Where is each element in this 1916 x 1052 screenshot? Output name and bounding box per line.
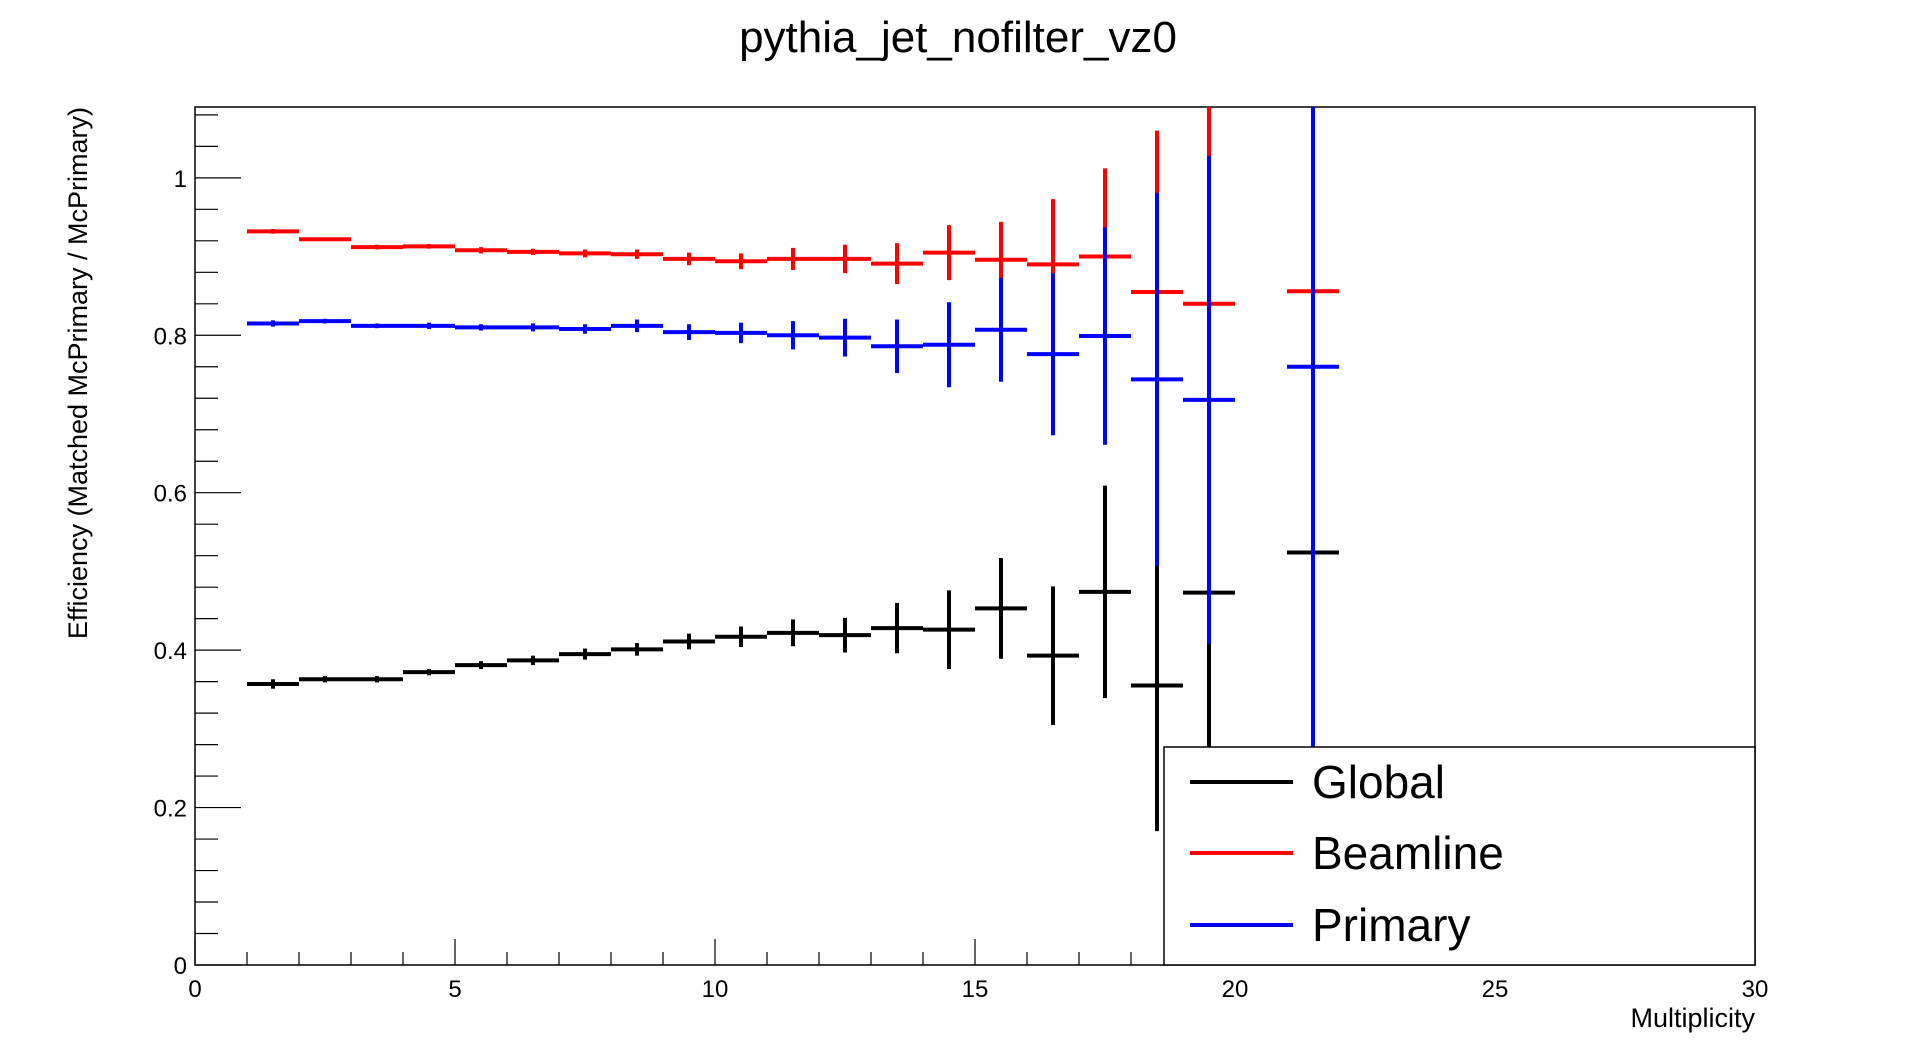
data-point [1027,273,1079,436]
y-tick-label: 0.6 [154,481,187,508]
data-point [351,323,403,329]
data-point [559,648,611,660]
chart-title: pythia_jet_nofilter_vz0 [739,13,1177,62]
data-point [871,319,923,374]
x-tick-label: 0 [188,976,201,1003]
x-tick-label: 30 [1742,976,1769,1003]
data-point [819,617,871,653]
data-point [247,679,299,689]
data-point [975,277,1027,382]
data-point [923,302,975,388]
data-point [767,321,819,350]
data-point [767,619,819,647]
data-point [1027,586,1079,725]
data-point [611,643,663,656]
data-point [247,229,299,234]
data-point [1131,539,1183,832]
x-tick-label: 20 [1222,976,1249,1003]
data-point [663,252,715,266]
data-point [299,676,351,683]
data-point [923,225,975,281]
series-primary [247,107,1339,761]
data-point [455,324,507,331]
data-point [559,324,611,334]
data-point [559,249,611,258]
legend: Global Beamline Primary [1163,746,1756,966]
x-axis-label: Multiplicity [1630,1003,1755,1033]
y-tick-label: 0 [174,953,187,980]
data-point [299,318,351,324]
data-point [507,323,559,332]
data-point [351,244,403,250]
data-point [1183,155,1235,644]
data-point [715,253,767,270]
y-tick-label: 1 [174,166,187,193]
x-tick-label: 15 [962,976,989,1003]
series-layer [247,107,1339,832]
data-point [975,558,1027,659]
data-point [819,244,871,274]
y-tick-label: 0.8 [154,323,187,350]
data-point [611,319,663,333]
data-point [1079,485,1131,699]
data-point [611,249,663,259]
data-point [403,243,455,249]
data-point [715,322,767,344]
x-tick-label: 5 [448,976,461,1003]
data-point [663,324,715,340]
data-point [715,626,767,647]
data-point [1079,227,1131,445]
x-tick-label: 10 [702,976,729,1003]
data-point [403,322,455,329]
data-point [923,590,975,670]
data-point [1287,107,1339,761]
data-point [299,237,351,242]
legend-label-beamline: Beamline [1312,827,1504,879]
data-point [663,633,715,650]
data-point [351,676,403,683]
data-point [1131,192,1183,566]
data-point [871,602,923,654]
data-point [819,318,871,357]
y-axis-label: Efficiency (Matched McPrimary / McPrimar… [63,107,93,639]
y-tick-labels: 0 0.2 0.4 0.6 0.8 1 [154,166,187,980]
data-point [767,247,819,270]
legend-label-global: Global [1312,756,1445,808]
data-point [403,669,455,676]
data-point [247,320,299,327]
y-tick-label: 0.4 [154,638,187,665]
data-point [507,655,559,666]
data-point [455,247,507,254]
data-point [871,243,923,285]
x-tick-labels: 0 5 10 15 20 25 30 [188,976,1768,1003]
legend-label-primary: Primary [1312,899,1470,951]
y-tick-label: 0.2 [154,796,187,823]
data-point [455,661,507,670]
data-point [507,248,559,255]
x-tick-label: 25 [1482,976,1509,1003]
